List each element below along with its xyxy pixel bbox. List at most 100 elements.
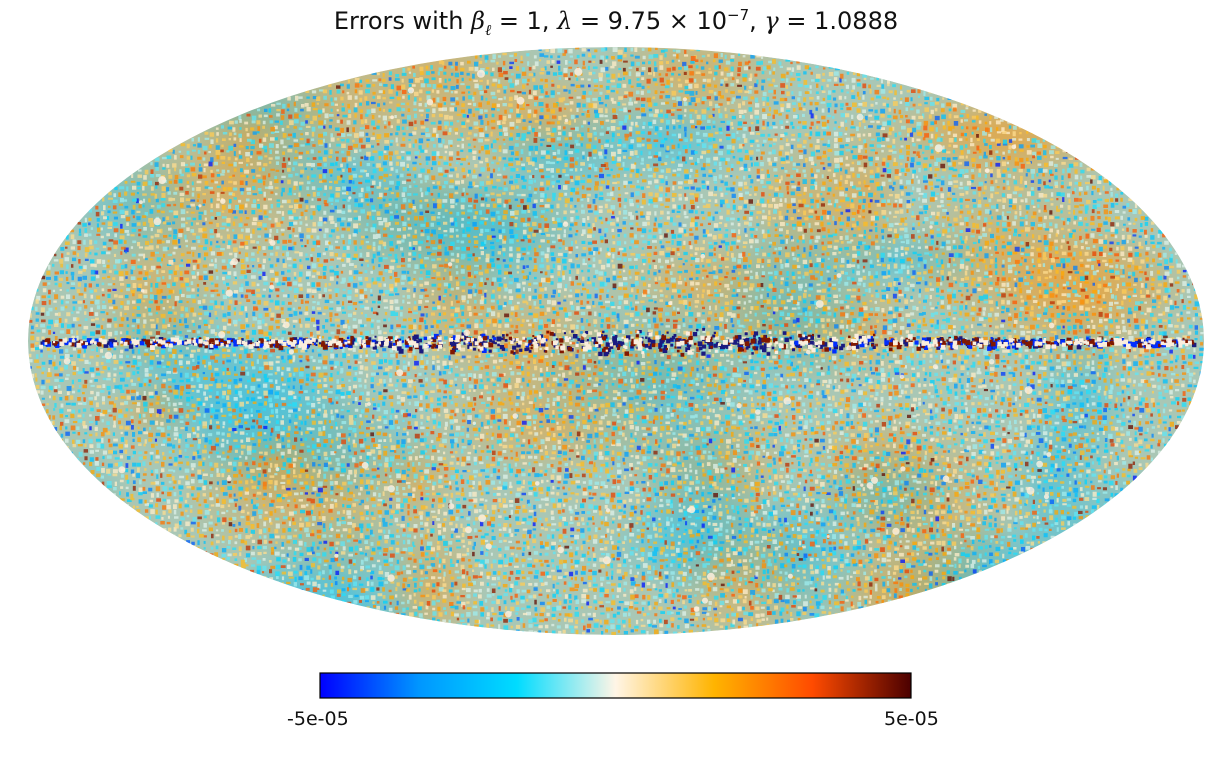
- structure-blob: [704, 211, 882, 400]
- point-source-spot: [367, 402, 371, 406]
- colorbar-gradient: [320, 673, 911, 698]
- point-source-spot: [892, 527, 900, 535]
- point-source-spot: [1024, 386, 1033, 395]
- point-source-spot: [755, 409, 761, 415]
- point-source-spot: [1026, 486, 1035, 495]
- point-source-spot: [899, 374, 905, 379]
- structure-blob: [235, 430, 326, 504]
- point-source-spot: [226, 476, 232, 482]
- point-source-spot: [387, 574, 395, 582]
- colorbar-min-label: -5e-05: [287, 708, 349, 730]
- title-lambda-symbol: λ: [557, 7, 573, 35]
- structure-blob: [52, 47, 291, 124]
- mollweide-sky-map: [28, 47, 1204, 635]
- title-beta-value: = 1,: [491, 7, 558, 35]
- point-source-spot: [1044, 494, 1049, 500]
- point-source-spot: [574, 67, 583, 76]
- point-source-spot: [866, 482, 874, 489]
- point-source-spot: [512, 413, 519, 419]
- point-source-spot: [472, 421, 476, 425]
- point-source-spot: [463, 329, 471, 337]
- point-source-spot: [605, 508, 611, 513]
- point-source-spot: [275, 467, 280, 472]
- point-source-spot: [361, 462, 369, 469]
- point-source-spot: [815, 300, 824, 308]
- point-source-spot: [934, 144, 943, 153]
- point-source-spot: [702, 597, 708, 604]
- point-source-spot: [900, 466, 906, 472]
- point-source-spot: [262, 345, 267, 350]
- title-lambda-value: = 9.75 × 10: [572, 7, 728, 35]
- point-source-spot: [1046, 452, 1052, 457]
- point-source-spot: [846, 345, 852, 351]
- colorbar-frame: [319, 672, 912, 699]
- structure-blob: [420, 369, 680, 479]
- point-source-spot: [158, 176, 167, 185]
- plane-pixels: [40, 327, 1197, 357]
- point-source-spot: [387, 485, 395, 493]
- point-source-spot: [447, 262, 453, 267]
- point-source-spot: [231, 258, 238, 266]
- point-source-spot: [693, 606, 700, 612]
- point-source-spot: [334, 553, 339, 558]
- point-source-spot: [668, 301, 673, 306]
- point-source-spot: [860, 483, 864, 487]
- point-source-spot: [225, 289, 233, 297]
- point-source-spot: [485, 543, 492, 550]
- point-source-spot: [686, 508, 692, 513]
- plane-pixels: [44, 330, 1195, 357]
- point-source-spot: [1036, 460, 1043, 468]
- point-source-spot: [564, 118, 569, 123]
- point-source-spot: [348, 196, 352, 200]
- structure-blob: [328, 47, 543, 166]
- point-source-spot: [140, 289, 145, 293]
- point-source-spot: [871, 476, 878, 484]
- structure-blob: [1089, 489, 1204, 635]
- point-source-spot: [942, 475, 950, 483]
- point-source-spot: [477, 69, 485, 78]
- point-source-spot: [505, 610, 512, 618]
- point-source-spot: [707, 572, 715, 581]
- point-source-spot: [787, 573, 793, 579]
- point-source-spot: [582, 332, 587, 338]
- point-source-spot: [198, 204, 202, 208]
- point-source-spot: [269, 240, 276, 246]
- title-gamma-symbol: γ: [764, 7, 779, 35]
- title-beta-symbol: β: [471, 7, 485, 35]
- galactic-plane-residuals: [39, 327, 1197, 357]
- point-source-spot: [932, 364, 938, 370]
- plane-pixels: [39, 330, 1192, 355]
- point-source-spot: [602, 556, 611, 565]
- point-source-spot: [139, 200, 143, 205]
- point-source-spot: [700, 253, 706, 259]
- point-source-spot: [806, 349, 811, 355]
- chart-title: Errors with βℓ = 1, λ = 9.75 × 10−7, γ =…: [0, 6, 1232, 40]
- point-source-spot: [1048, 322, 1055, 329]
- colorbar-max-label: 5e-05: [884, 708, 939, 730]
- title-gamma-value: = 1.0888: [778, 7, 899, 35]
- point-source-spot: [557, 546, 564, 554]
- point-source-spot: [478, 514, 486, 523]
- point-source-spot: [535, 481, 540, 486]
- point-source-spot: [740, 166, 744, 171]
- structure-blob: [30, 553, 172, 635]
- point-source-spot: [153, 217, 162, 226]
- title-gamma-sep: ,: [749, 7, 765, 35]
- point-source-spot: [984, 168, 990, 174]
- point-source-spot: [288, 349, 294, 355]
- point-source-spot: [607, 252, 611, 256]
- title-prefix: Errors with: [333, 7, 472, 35]
- title-beta-subscript: ℓ: [484, 20, 492, 39]
- point-source-spot: [63, 357, 71, 365]
- point-source-spot: [929, 225, 933, 229]
- point-source-spot: [269, 284, 275, 290]
- point-source-spot: [783, 397, 792, 405]
- point-source-spot: [836, 273, 842, 278]
- point-source-spot: [1011, 144, 1017, 150]
- point-source-spot: [396, 369, 404, 377]
- point-source-spot: [104, 351, 113, 360]
- point-source-spot: [330, 527, 334, 532]
- point-source-spot: [390, 115, 394, 120]
- point-source-spot: [407, 87, 415, 94]
